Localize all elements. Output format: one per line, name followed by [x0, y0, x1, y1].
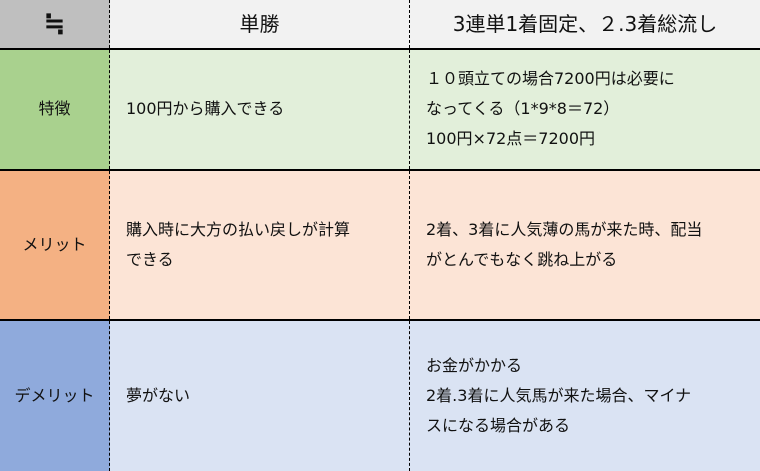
cell-line: 2着.3着に人気馬が来た場合、マイナ	[426, 386, 692, 406]
header-row: ≒ 単勝 3連単1着固定、２.3着総流し	[0, 0, 760, 50]
header-sanrentan: 3連単1着固定、２.3着総流し	[409, 0, 760, 50]
cell-tansho: 購入時に大方の払い戻しが計算 できる	[109, 168, 410, 321]
table-row-merits: メリット 購入時に大方の払い戻しが計算 できる 2着、3着に人気薄の馬が来た時、…	[0, 168, 760, 321]
row-label: 特徴	[0, 48, 110, 170]
cell-sanrentan: 2着、3着に人気薄の馬が来た時、配当 がとんでもなく跳ね上がる	[409, 168, 760, 321]
cell-line: お金がかかる	[426, 356, 523, 376]
cell-line: スになる場合がある	[426, 416, 571, 436]
row-label: デメリット	[0, 319, 110, 471]
cell-sanrentan: １０頭立ての場合7200円は必要に なってくる（1*9*8＝72） 100円×7…	[409, 48, 760, 170]
cell-line: できる	[126, 250, 174, 270]
cell-tansho: 100円から購入できる	[109, 48, 410, 170]
cell-line: １０頭立ての場合7200円は必要に	[426, 69, 675, 89]
row-label: メリット	[0, 168, 110, 321]
cell-line: 100円×72点＝7200円	[426, 129, 596, 149]
cell-tansho: 夢がない	[109, 319, 410, 471]
cell-sanrentan: お金がかかる 2着.3着に人気馬が来た場合、マイナ スになる場合がある	[409, 319, 760, 471]
cell-line: がとんでもなく跳ね上がる	[426, 250, 618, 270]
header-corner: ≒	[0, 0, 110, 50]
cell-line: 購入時に大方の払い戻しが計算	[126, 220, 351, 240]
cell-line: 2着、3着に人気薄の馬が来た時、配当	[426, 220, 703, 240]
table-row-demerits: デメリット 夢がない お金がかかる 2着.3着に人気馬が来た場合、マイナ スにな…	[0, 319, 760, 471]
cell-line: 夢がない	[126, 386, 191, 406]
cell-line: なってくる（1*9*8＝72）	[426, 99, 620, 119]
header-tansho: 単勝	[109, 0, 410, 50]
table-row-features: 特徴 100円から購入できる １０頭立ての場合7200円は必要に なってくる（1…	[0, 48, 760, 170]
cell-line: 100円から購入できる	[126, 99, 285, 119]
